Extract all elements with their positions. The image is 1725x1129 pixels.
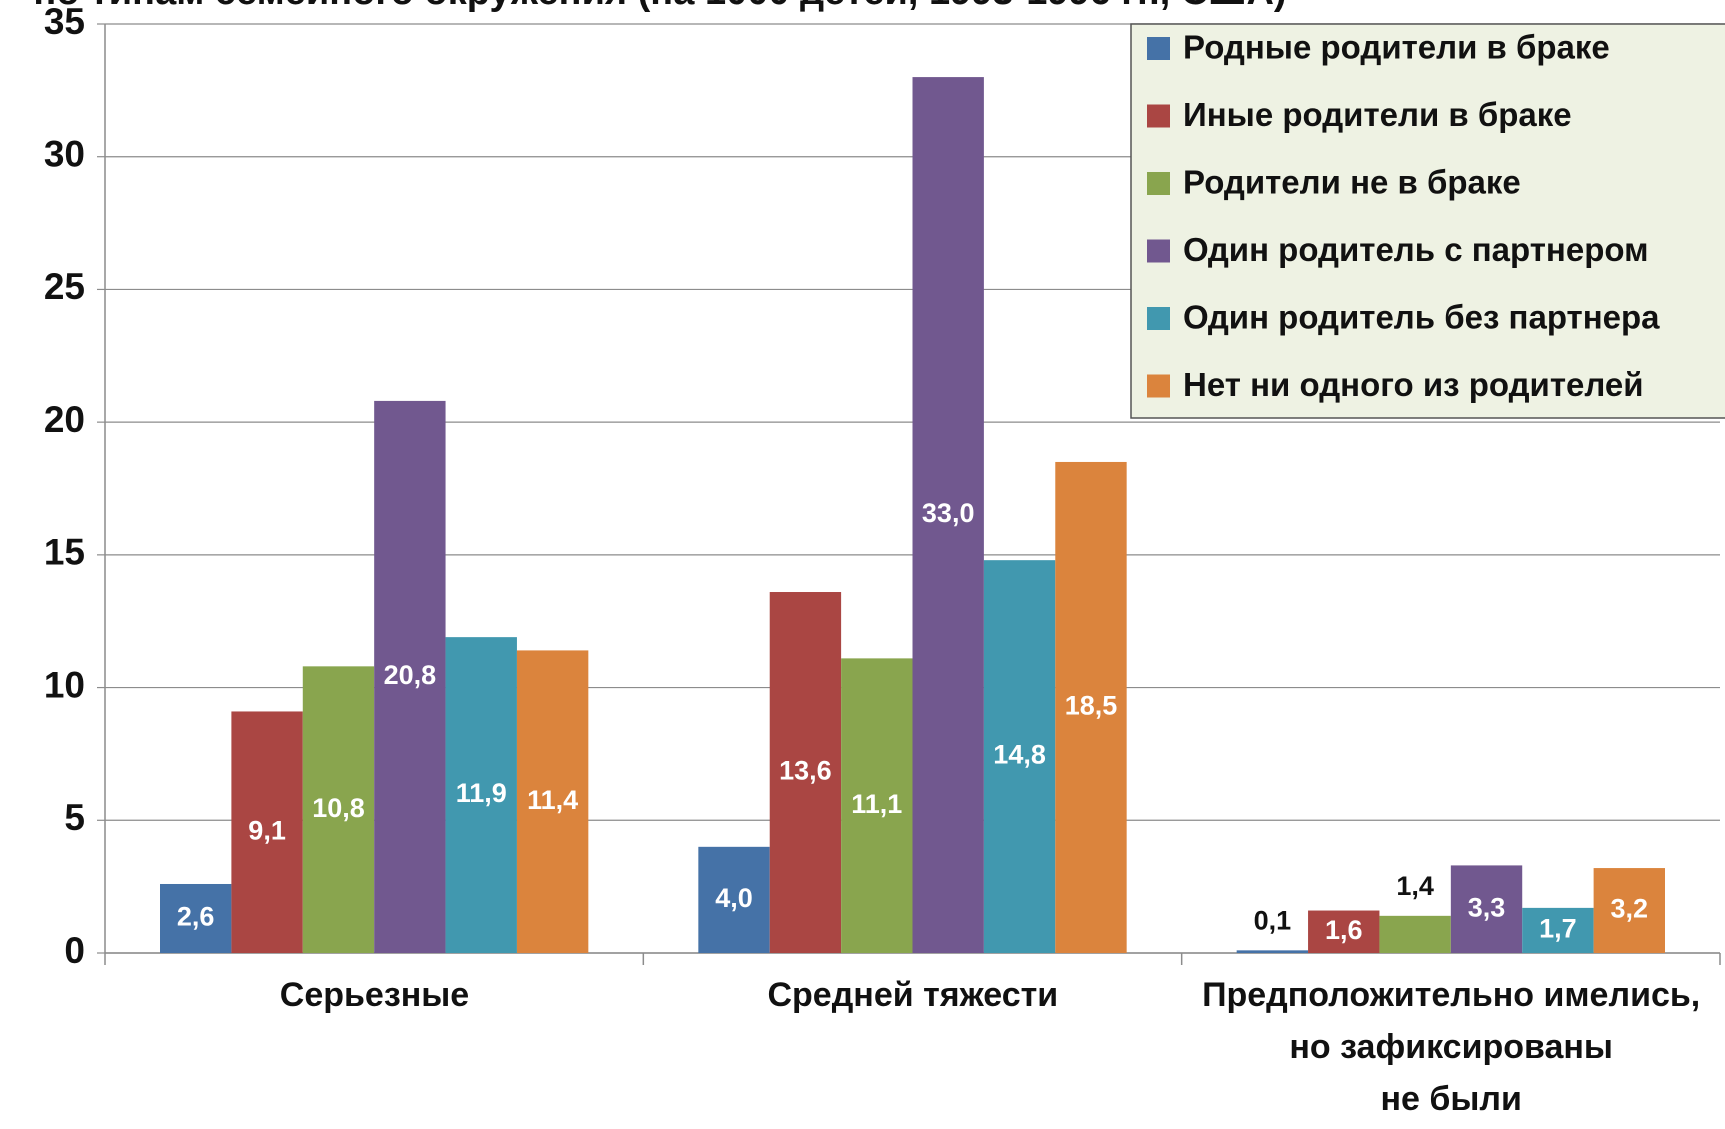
data-label: 20,8 bbox=[384, 660, 437, 690]
bar bbox=[1593, 868, 1665, 953]
bar bbox=[445, 637, 517, 953]
legend-swatch bbox=[1147, 172, 1170, 195]
data-label: 3,2 bbox=[1611, 894, 1649, 924]
x-tick-label: Серьезные bbox=[279, 976, 470, 1014]
bar bbox=[516, 650, 589, 953]
legend-box bbox=[1130, 23, 1725, 419]
legend-label: Родные родители в браке bbox=[1183, 29, 1610, 66]
x-tick-label: Предположительно имелись, но зафиксирова… bbox=[1202, 976, 1701, 1118]
data-label: 10,8 bbox=[312, 793, 365, 823]
bar bbox=[160, 883, 232, 953]
x-tick-label: Средней тяжести bbox=[767, 976, 1059, 1014]
y-tick-label: 5 bbox=[64, 797, 85, 838]
legend-label: Нет ни одного из родителей bbox=[1183, 366, 1644, 403]
data-label: 9,1 bbox=[248, 815, 286, 845]
bar bbox=[698, 846, 770, 953]
bar bbox=[1450, 865, 1523, 953]
data-label: 14,8 bbox=[993, 740, 1046, 770]
data-label: 13,6 bbox=[779, 756, 832, 786]
legend-label: Иные родители в браке bbox=[1183, 96, 1572, 133]
data-label: 18,5 bbox=[1065, 691, 1118, 721]
data-label: 11,1 bbox=[851, 789, 902, 819]
bar bbox=[912, 77, 984, 954]
bar bbox=[1055, 461, 1127, 953]
data-label: 0,1 bbox=[1254, 905, 1292, 935]
legend-swatch bbox=[1147, 307, 1170, 330]
bar bbox=[374, 400, 446, 953]
data-label: 1,7 bbox=[1539, 914, 1577, 944]
legend-swatch bbox=[1147, 239, 1170, 263]
bar bbox=[841, 658, 913, 953]
legend-label: Один родитель без партнера bbox=[1183, 299, 1660, 336]
bar bbox=[983, 560, 1056, 953]
data-label: 1,6 bbox=[1325, 915, 1363, 945]
y-tick-label: 20 bbox=[44, 399, 85, 440]
bar bbox=[1236, 950, 1309, 953]
y-tick-label: 15 bbox=[44, 532, 85, 573]
data-label: 3,3 bbox=[1468, 892, 1506, 922]
data-label: 11,9 bbox=[456, 778, 507, 808]
data-label: 4,0 bbox=[715, 883, 753, 913]
y-tick-label: 10 bbox=[44, 664, 85, 705]
y-tick-label: 0 bbox=[64, 930, 85, 971]
y-tick-label: 25 bbox=[44, 266, 85, 307]
bar bbox=[231, 711, 303, 953]
legend-swatch bbox=[1147, 37, 1170, 60]
data-label: 33,0 bbox=[922, 498, 975, 528]
legend-swatch bbox=[1147, 104, 1170, 128]
legend: Родные родители в браке Иные родители в б… bbox=[1130, 23, 1725, 419]
data-label: 2,6 bbox=[177, 902, 215, 932]
bar bbox=[769, 592, 842, 953]
legend-swatch bbox=[1147, 374, 1170, 398]
legend-label: Родители не в браке bbox=[1183, 164, 1521, 201]
bar bbox=[1379, 915, 1451, 953]
bar bbox=[302, 666, 375, 953]
y-tick-label: 30 bbox=[44, 133, 85, 174]
bar bbox=[1308, 910, 1380, 953]
data-label: 11,4 bbox=[527, 785, 578, 815]
data-label: 1,4 bbox=[1396, 871, 1434, 901]
bar bbox=[1522, 907, 1594, 953]
chart-title: по типам семейного окружения (на 1000 де… bbox=[33, 0, 1286, 13]
y-tick-label: 35 bbox=[44, 1, 85, 42]
legend-label: Один родитель с партнером bbox=[1183, 231, 1649, 268]
